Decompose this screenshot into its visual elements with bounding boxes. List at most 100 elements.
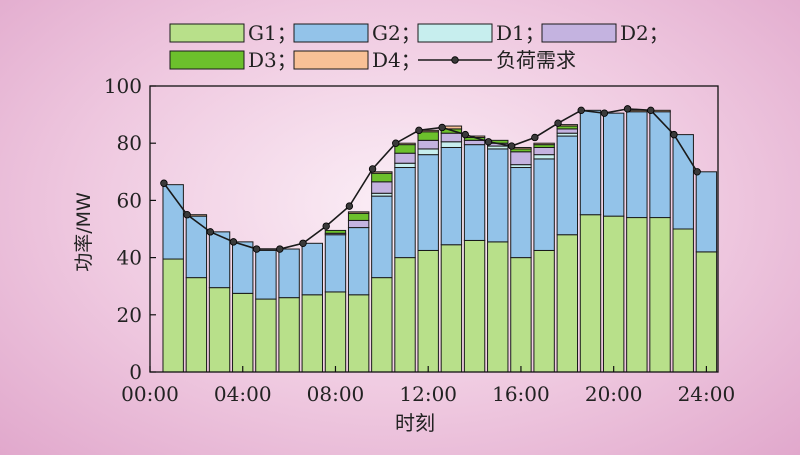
demand-point-6 bbox=[276, 245, 284, 253]
y-tick-label: 80 bbox=[117, 131, 142, 155]
bar-g1-5 bbox=[255, 298, 277, 373]
y-tick-label: 60 bbox=[117, 188, 142, 212]
x-tick-label: 24:00 bbox=[678, 382, 736, 406]
bar-g1-15 bbox=[487, 241, 509, 373]
bar-g1-4 bbox=[232, 292, 254, 373]
bar-g2-24 bbox=[695, 171, 718, 253]
demand-point-13 bbox=[438, 123, 446, 132]
bar-g1-22 bbox=[649, 217, 671, 373]
legend-label: D2； bbox=[620, 21, 669, 45]
demand-point-5 bbox=[252, 245, 261, 253]
demand-line bbox=[163, 108, 698, 250]
bar-d2-17 bbox=[533, 146, 555, 156]
legend-label: D3； bbox=[248, 48, 297, 72]
legend-label: G2； bbox=[372, 21, 421, 45]
bar-g1-17 bbox=[533, 249, 555, 373]
legend-item-d1: D1； bbox=[417, 21, 545, 45]
legend-item-d3: D3； bbox=[169, 48, 297, 72]
bar-d2-18 bbox=[556, 128, 579, 134]
legend-item-demand: 负荷需求 bbox=[418, 48, 576, 72]
bar-d1-11 bbox=[394, 162, 416, 169]
x-tick-label: 20:00 bbox=[585, 382, 643, 406]
bar-g1-6 bbox=[278, 297, 300, 373]
demand-point-10 bbox=[368, 165, 377, 173]
demand-point-22 bbox=[647, 106, 655, 115]
demand-point-24 bbox=[693, 168, 701, 176]
demand-point-12 bbox=[415, 126, 423, 135]
x-tick-label: 00:00 bbox=[121, 382, 179, 406]
bar-g2-18 bbox=[556, 135, 579, 236]
bar-g1-20 bbox=[602, 215, 625, 373]
y-tick-label: 0 bbox=[129, 360, 142, 384]
demand-point-20 bbox=[600, 109, 609, 117]
bar-g2-16 bbox=[510, 167, 532, 259]
bar-g1-2 bbox=[185, 277, 208, 373]
bar-g1-14 bbox=[463, 239, 486, 373]
bar-g2-21 bbox=[626, 111, 648, 219]
bar-g2-14 bbox=[463, 144, 486, 241]
bar-g1-1 bbox=[162, 258, 184, 373]
y-tick-label: 100 bbox=[104, 74, 142, 98]
bar-d3-9 bbox=[347, 212, 370, 221]
bar-d1-13 bbox=[440, 141, 463, 148]
demand-point-15 bbox=[484, 138, 493, 146]
demand-point-21 bbox=[623, 105, 632, 113]
bar-d4-10 bbox=[371, 171, 393, 174]
demand-point-2 bbox=[183, 210, 191, 219]
x-tick-label: 16:00 bbox=[492, 382, 550, 406]
demand-point-8 bbox=[322, 222, 330, 230]
bar-g2-3 bbox=[208, 231, 231, 289]
bar-g2-19 bbox=[579, 109, 602, 216]
bar-d2-16 bbox=[510, 151, 532, 166]
bar-g2-6 bbox=[278, 248, 300, 299]
demand-point-16 bbox=[507, 142, 516, 150]
demand-point-11 bbox=[392, 139, 400, 147]
legend-label: D4； bbox=[372, 48, 421, 72]
x-tick-label: 08:00 bbox=[307, 382, 365, 406]
demand-point-23 bbox=[670, 130, 678, 139]
axes-frame bbox=[149, 85, 719, 373]
y-tick-label: 20 bbox=[117, 303, 142, 327]
demand-point-1 bbox=[160, 179, 168, 187]
bar-g1-9 bbox=[347, 294, 370, 373]
bar-g1-12 bbox=[417, 249, 439, 373]
bar-g2-17 bbox=[533, 158, 555, 251]
bar-d2-10 bbox=[371, 181, 393, 194]
bar-g1-16 bbox=[510, 257, 532, 373]
bar-g1-18 bbox=[556, 234, 579, 373]
bar-g2-9 bbox=[347, 227, 370, 296]
bar-g1-7 bbox=[301, 294, 323, 373]
x-tick-label: 04:00 bbox=[214, 382, 272, 406]
bar-d2-11 bbox=[394, 152, 416, 164]
bar-g2-20 bbox=[602, 112, 625, 217]
bar-d4-9 bbox=[347, 211, 370, 214]
bar-g2-7 bbox=[301, 242, 323, 296]
bar-g1-10 bbox=[371, 277, 393, 373]
legend-item-g1: G1； bbox=[169, 21, 297, 45]
legend-item-d4: D4； bbox=[293, 48, 421, 72]
demand-point-3 bbox=[206, 228, 214, 236]
legend-label: G1； bbox=[248, 21, 297, 45]
x-tick-label: 12:00 bbox=[399, 382, 457, 406]
demand-point-4 bbox=[229, 238, 238, 246]
demand-point-14 bbox=[461, 130, 469, 139]
legend-item-d2: D2； bbox=[541, 21, 669, 45]
bar-g2-2 bbox=[185, 215, 208, 279]
bar-g2-8 bbox=[324, 234, 347, 293]
legend-label: D1； bbox=[496, 21, 545, 45]
bar-g2-11 bbox=[394, 167, 416, 259]
bar-d3-10 bbox=[371, 172, 393, 183]
bar-g1-19 bbox=[579, 214, 602, 373]
bar-d3-8 bbox=[324, 229, 347, 234]
bar-g1-3 bbox=[208, 287, 231, 373]
bar-d2-13 bbox=[440, 132, 463, 143]
bar-d2-14 bbox=[463, 139, 486, 146]
bar-g1-13 bbox=[440, 244, 463, 373]
demand-point-18 bbox=[554, 119, 562, 127]
bar-g1-11 bbox=[394, 257, 416, 373]
bar-d2-12 bbox=[417, 139, 439, 150]
demand-point-7 bbox=[299, 239, 307, 247]
bar-d1-17 bbox=[533, 154, 555, 160]
demand-point-17 bbox=[531, 133, 539, 142]
